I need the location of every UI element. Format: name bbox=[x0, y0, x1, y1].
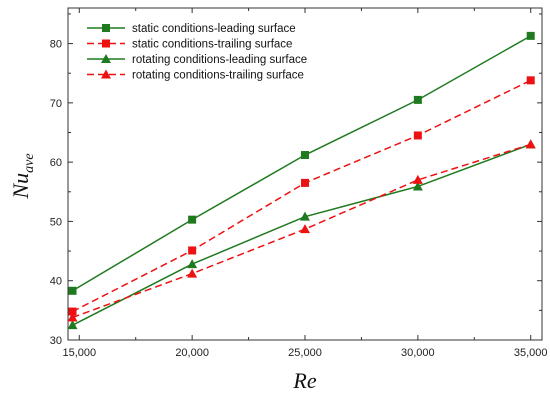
y-axis-ticks: 30 40 50 60 70 80 bbox=[50, 13, 542, 347]
x-tick-label: 15,000 bbox=[62, 347, 96, 359]
y-tick-label: 70 bbox=[50, 98, 62, 110]
x-tick-label: 25,000 bbox=[288, 347, 322, 359]
legend-item-4: rotating conditions-trailing surface bbox=[87, 69, 304, 82]
legend-swatch-marker bbox=[101, 69, 111, 79]
series-1-point bbox=[413, 95, 422, 104]
series-2-point bbox=[301, 178, 309, 187]
series-1-point bbox=[68, 286, 77, 295]
series-2-line bbox=[72, 79, 532, 313]
legend-swatch-marker bbox=[101, 54, 111, 63]
y-axis-title-main: Nu bbox=[8, 173, 33, 200]
series-1-point bbox=[526, 31, 535, 40]
series-2-point bbox=[188, 246, 197, 255]
series-3 bbox=[67, 139, 536, 330]
legend-swatch-marker bbox=[102, 39, 110, 48]
y-tick-label: 40 bbox=[50, 276, 62, 288]
legend-label: static conditions-trailing surface bbox=[132, 39, 292, 51]
series-4-point bbox=[412, 174, 423, 184]
y-axis-title: Nuave bbox=[8, 153, 37, 199]
x-axis-title: Re bbox=[292, 368, 316, 393]
series-3-point bbox=[412, 181, 423, 191]
legend-label: rotating conditions-trailing surface bbox=[132, 70, 304, 82]
series-3-point bbox=[300, 211, 310, 221]
series-1 bbox=[68, 31, 535, 295]
legend-label: rotating conditions-leading surface bbox=[132, 54, 307, 66]
legend: static conditions-leading surface static … bbox=[87, 23, 307, 82]
series-4-point bbox=[187, 268, 198, 278]
series-4-point bbox=[525, 139, 536, 149]
series-3-line bbox=[72, 143, 531, 326]
y-tick-label: 80 bbox=[50, 39, 62, 51]
x-tick-label: 30,000 bbox=[401, 347, 435, 359]
legend-swatch-marker bbox=[102, 24, 110, 32]
series-1-point bbox=[188, 215, 197, 224]
legend-item-1: static conditions-leading surface bbox=[87, 23, 296, 35]
x-tick-label: 35,000 bbox=[514, 347, 548, 359]
series-1-point bbox=[301, 151, 309, 160]
y-axis-title-sub: ave bbox=[22, 153, 37, 172]
series-4-point bbox=[300, 224, 310, 234]
series-layer bbox=[67, 31, 536, 330]
y-tick-label: 30 bbox=[50, 335, 62, 347]
x-tick-label: 20,000 bbox=[175, 347, 209, 359]
y-tick-label: 50 bbox=[50, 216, 62, 228]
x-axis-ticks: 15,000 20,000 25,000 30,000 35,000 bbox=[62, 8, 548, 359]
series-2-point bbox=[413, 131, 422, 140]
legend-item-3: rotating conditions-leading surface bbox=[87, 54, 307, 66]
series-2 bbox=[68, 76, 535, 316]
series-4 bbox=[67, 139, 536, 322]
y-tick-label: 60 bbox=[50, 157, 62, 169]
series-2-point bbox=[526, 76, 535, 85]
series-3-point bbox=[67, 320, 78, 330]
legend-label: static conditions-leading surface bbox=[132, 23, 296, 35]
series-3-point bbox=[187, 259, 198, 269]
series-2-point bbox=[68, 307, 77, 316]
legend-item-2: static conditions-trailing surface bbox=[87, 39, 292, 51]
series-4-point bbox=[67, 312, 78, 322]
